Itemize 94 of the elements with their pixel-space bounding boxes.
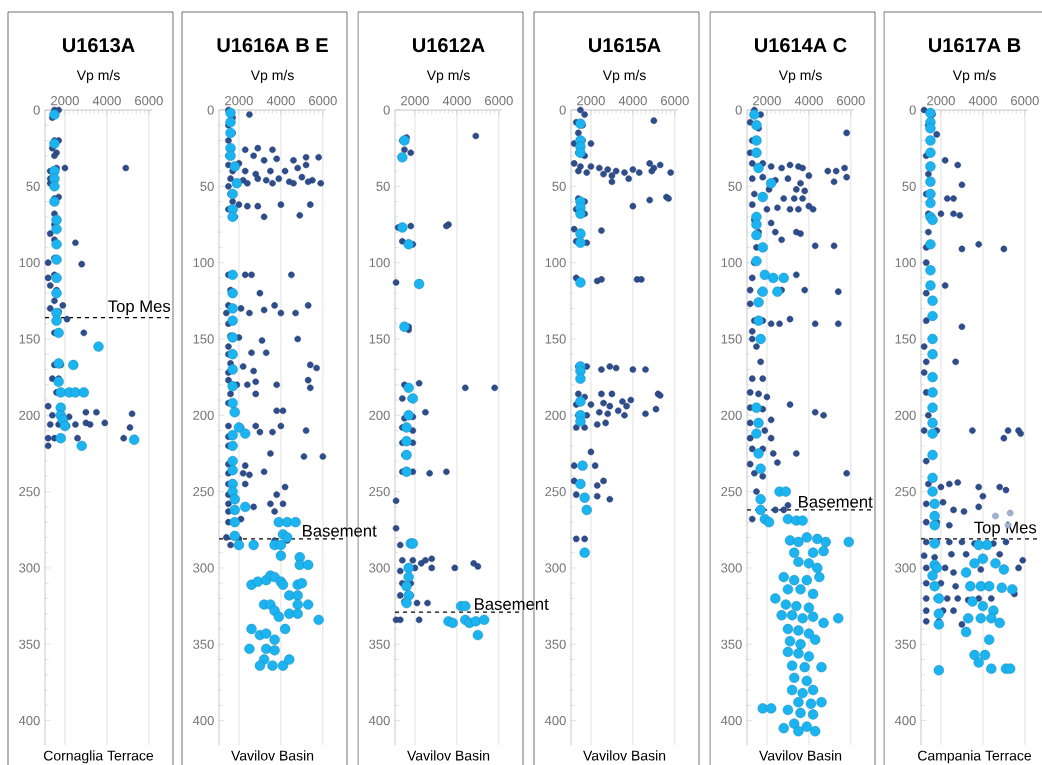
y-tick-label: 250 <box>895 487 916 497</box>
y-tick-label: 300 <box>721 563 742 573</box>
y-tick-label: 0 <box>735 105 742 115</box>
y-tick-label: 400 <box>720 715 742 726</box>
y-tick-label: 100 <box>193 258 214 268</box>
text: Cornaglia Terrace <box>43 750 154 764</box>
y-tick-label: 0 <box>909 105 916 115</box>
y-tick-label: 150 <box>19 334 40 344</box>
x-axis-title: Vp m/s <box>778 69 822 83</box>
x-axis-title: Vp m/s <box>426 69 470 83</box>
y-tick-label: 250 <box>193 487 214 497</box>
y-tick-label: 0 <box>383 105 390 115</box>
y-tick-label: 400 <box>18 715 40 726</box>
ref-line-label: Basement <box>303 525 377 537</box>
y-tick-label: 50 <box>902 181 916 191</box>
x-tick-label: 4000 <box>794 96 823 106</box>
chart-title: U1617A B <box>929 38 1021 53</box>
x-tick-label: 6000 <box>1011 96 1039 106</box>
y-tick-label: 200 <box>721 410 742 420</box>
y-tick-label: 300 <box>369 563 390 573</box>
x-tick-label: 4000 <box>442 96 471 106</box>
x-tick-label: 4000 <box>968 96 997 106</box>
y-tick-label: 100 <box>19 258 40 268</box>
y-tick-label: 0 <box>33 105 40 115</box>
x-tick-label: 6000 <box>135 96 163 106</box>
y-tick-label: 50 <box>200 181 214 191</box>
y-tick-label: 400 <box>368 715 390 726</box>
x-tick-label: 6000 <box>309 96 337 106</box>
x-axis-title: Vp m/s <box>952 69 996 83</box>
y-tick-label: 350 <box>721 639 742 649</box>
y-tick-label: 250 <box>369 487 390 497</box>
y-tick-label: 400 <box>894 715 916 726</box>
chart-title: U1613A <box>63 38 135 53</box>
y-tick-label: 0 <box>207 105 214 115</box>
text: Vavilov Basin <box>583 750 666 761</box>
y-tick-label: 50 <box>26 181 40 191</box>
x-axis-title: Vp m/s <box>250 69 294 83</box>
x-tick-label: 6000 <box>837 96 865 106</box>
x-tick-label: 2000 <box>51 96 79 106</box>
y-tick-label: 350 <box>19 639 40 649</box>
y-tick-label: 250 <box>545 487 566 497</box>
y-tick-label: 50 <box>728 181 742 191</box>
y-tick-label: 150 <box>895 334 916 344</box>
y-tick-label: 100 <box>895 258 916 268</box>
y-tick-label: 150 <box>369 334 390 344</box>
ref-line-label: Basement <box>799 496 873 508</box>
x-tick-label: 2000 <box>225 96 253 106</box>
x-axis-title: Vp m/s <box>602 69 646 83</box>
x-tick-label: 2000 <box>753 96 781 106</box>
y-tick-label: 100 <box>369 258 390 268</box>
x-tick-label: 4000 <box>92 96 121 106</box>
y-tick-label: 300 <box>19 563 40 573</box>
y-tick-label: 350 <box>193 639 214 649</box>
x-tick-label: 6000 <box>661 96 689 106</box>
x-axis-title: Vp m/s <box>76 69 120 83</box>
y-tick-label: 200 <box>193 410 214 420</box>
y-tick-label: 300 <box>895 563 916 573</box>
y-tick-label: 150 <box>193 334 214 344</box>
y-tick-label: 250 <box>19 487 40 497</box>
y-tick-label: 400 <box>192 715 214 726</box>
y-tick-label: 150 <box>721 334 742 344</box>
y-tick-label: 200 <box>545 410 566 420</box>
text: Vavilov Basin <box>759 750 842 761</box>
y-tick-label: 300 <box>545 563 566 573</box>
chart-title: U1612A <box>413 38 485 53</box>
y-tick-label: 100 <box>545 258 566 268</box>
x-tick-label: 2000 <box>577 96 605 106</box>
text: Vavilov Basin <box>407 750 490 761</box>
ref-line-label: Top Mes <box>108 300 171 316</box>
y-tick-label: 50 <box>552 181 566 191</box>
x-tick-label: 6000 <box>485 96 513 106</box>
chart-title: U1616A B E <box>217 38 328 53</box>
y-tick-label: 400 <box>544 715 566 726</box>
y-tick-label: 350 <box>895 639 916 649</box>
x-tick-label: 2000 <box>927 96 955 106</box>
text: Vavilov Basin <box>231 750 314 761</box>
chart-title: U1614A C <box>755 38 847 53</box>
y-tick-label: 350 <box>545 639 566 649</box>
y-tick-label: 50 <box>376 181 390 191</box>
y-tick-label: 150 <box>545 334 566 344</box>
ref-line-label: Basement <box>475 598 549 610</box>
y-tick-label: 300 <box>193 563 214 573</box>
x-tick-label: 4000 <box>618 96 647 106</box>
chart-title: U1615A <box>589 38 661 53</box>
x-tick-label: 2000 <box>401 96 429 106</box>
text: Campania Terrace <box>918 750 1032 764</box>
y-tick-label: 350 <box>369 639 390 649</box>
x-tick-label: 4000 <box>266 96 295 106</box>
y-tick-label: 250 <box>721 487 742 497</box>
y-tick-label: 200 <box>369 410 390 420</box>
y-tick-label: 100 <box>721 258 742 268</box>
y-tick-label: 200 <box>19 410 40 420</box>
y-tick-label: 200 <box>895 410 916 420</box>
y-tick-label: 0 <box>559 105 566 115</box>
